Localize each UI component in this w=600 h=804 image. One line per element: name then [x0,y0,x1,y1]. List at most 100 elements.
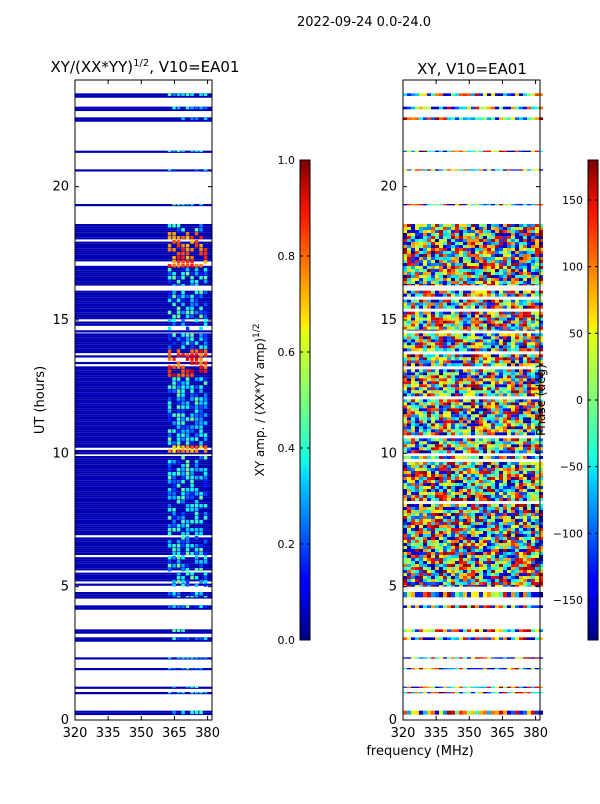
heatmap-cell [527,345,531,348]
heatmap-cell [186,532,190,536]
heatmap-cell [495,327,499,330]
heatmap-cell [168,369,172,373]
heatmap-cell [523,540,527,543]
heatmap-cell [479,339,483,342]
heatmap-cell [535,692,539,693]
heatmap-cell [531,339,535,342]
heatmap-cell [181,668,185,669]
heatmap-cell [415,363,419,366]
heatmap-cell [483,629,487,632]
heatmap-cell [495,495,499,498]
heatmap-cell [199,236,203,240]
heatmap-cell [523,363,527,366]
heatmap-cell [177,468,181,472]
heatmap-cell [475,417,479,420]
heatmap-cell [443,281,447,284]
heatmap-cell [439,450,443,453]
heatmap-cell [186,637,190,640]
heatmap-cell [479,582,483,585]
heatmap-cell [523,477,527,480]
heatmap-cell [523,576,527,579]
heatmap-cell [519,537,523,540]
heatmap-cell [475,423,479,426]
heatmap-cell [439,582,443,585]
heatmap-cell [459,248,463,251]
heatmap-cell [495,444,499,447]
heatmap-cell [204,560,208,564]
heatmap-cell [195,692,199,693]
heatmap-cell [181,500,185,504]
heatmap-cell [168,232,172,236]
heatmap-cell [403,303,407,306]
heatmap-cell [75,640,212,642]
heatmap-cell [475,239,479,242]
heatmap-cell [511,468,515,471]
heatmap-cell [507,474,511,477]
left-heatmap-cells [75,93,212,715]
heatmap-cell [459,254,463,257]
heatmap-cell [443,629,447,632]
heatmap-cell [523,546,527,549]
heatmap-cell [459,516,463,519]
heatmap-cell [487,291,491,294]
heatmap-cell [177,264,181,268]
heatmap-cell [531,531,535,534]
heatmap-cell [443,711,447,715]
heatmap-cell [491,227,495,230]
heatmap-cell [75,253,212,255]
heatmap-cell [455,605,459,608]
heatmap-cell [519,227,523,230]
heatmap-cell [495,498,499,501]
heatmap-cell [443,447,447,450]
heatmap-cell [423,477,427,480]
heatmap-cell [491,540,495,543]
heatmap-cell [195,401,199,405]
heatmap-cell [415,592,419,597]
heatmap-cell [447,300,451,303]
heatmap-cell [527,687,531,688]
heatmap-cell [499,570,503,573]
heatmap-cell [186,204,190,205]
heatmap-cell [407,324,411,327]
heatmap-cell [503,257,507,260]
heatmap-cell [427,417,431,420]
heatmap-cell [503,263,507,266]
heatmap-cell [451,687,455,688]
heatmap-cell [507,605,511,608]
heatmap-cell [199,413,203,417]
heatmap-cell [491,300,495,303]
heatmap-cell [499,564,503,567]
heatmap-cell [431,585,435,587]
heatmap-cell [415,339,419,342]
heatmap-cell [427,306,431,309]
heatmap-cell [495,492,499,495]
heatmap-cell [491,318,495,321]
heatmap-cell [495,260,499,263]
heatmap-cell [483,552,487,555]
heatmap-cell [507,504,511,507]
heatmap-cell [499,342,503,345]
heatmap-cell [515,242,519,245]
heatmap-cell [423,573,427,576]
heatmap-cell [427,498,431,501]
heatmap-cell [443,378,447,381]
heatmap-cell [447,510,451,513]
heatmap-cell [455,266,459,269]
heatmap-cell [443,390,447,393]
heatmap-cell [523,372,527,375]
heatmap-cell [471,576,475,579]
heatmap-cell [439,477,443,480]
heatmap-cell [435,555,439,558]
heatmap-cell [443,477,447,480]
heatmap-cell [507,570,511,573]
heatmap-cell [439,592,443,597]
heatmap-cell [423,546,427,549]
heatmap-cell [463,429,467,432]
heatmap-cell [435,561,439,564]
heatmap-cell [447,552,451,555]
heatmap-cell [190,528,194,532]
heatmap-cell [463,477,467,480]
heatmap-cell [535,263,539,266]
heatmap-cell [483,233,487,236]
heatmap-cell [190,303,194,307]
